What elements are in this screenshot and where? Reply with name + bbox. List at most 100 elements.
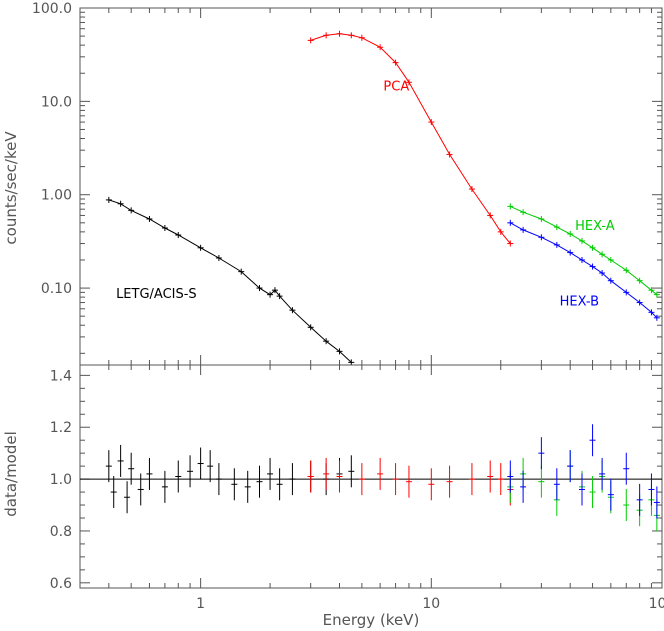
letg-acis-s-data-point xyxy=(197,244,204,251)
hex-a-data-point xyxy=(520,209,527,216)
x-tick-label: 1 xyxy=(196,596,205,612)
pca-ratio-point xyxy=(323,457,330,490)
spectrum-panel: 100.0 10.0 1.00 0.10 LETG/ACIS-S PCA HEX-A HEX-… xyxy=(32,1,663,366)
hex-b-ratio-point xyxy=(648,473,655,506)
pca-ratio-point xyxy=(307,460,314,493)
pca-ratio-point xyxy=(392,463,399,496)
pca-ratio-point xyxy=(405,465,412,498)
pca-data-point xyxy=(446,151,453,158)
y-tick-label: 1.00 xyxy=(41,188,72,204)
hex-a-data-point xyxy=(623,267,630,274)
letg-acis-s-ratio-point xyxy=(146,457,153,490)
hex-a-data-point xyxy=(579,237,585,244)
hex-b-data-point xyxy=(553,241,560,248)
hex-a-ratio-point xyxy=(538,465,545,498)
pca-ratio-point xyxy=(468,463,475,496)
hex-b-data-point xyxy=(648,309,655,316)
hex-a-ratio-point xyxy=(589,476,596,509)
letg-acis-s-ratio-point xyxy=(256,465,263,498)
hex-b-data-point xyxy=(538,234,545,241)
pca-ratio-point xyxy=(377,457,384,490)
ratio-panel: 1 10 100 0.6 0.8 1.0 1.2 1.4 xyxy=(50,364,664,612)
hex-b-ratio-point xyxy=(599,457,606,490)
letg-acis-s-data-point xyxy=(215,254,222,261)
letg-acis-s-ratio-point xyxy=(289,463,296,496)
letg-acis-s-model-line xyxy=(108,199,352,363)
pca-data-point xyxy=(507,240,514,247)
pca-data-point xyxy=(358,34,365,41)
hex-b-ratio-point xyxy=(538,437,545,470)
hex-a-data-point xyxy=(567,230,574,237)
hex-b-ratio-point xyxy=(636,483,643,516)
y-tick-label: 100.0 xyxy=(32,1,72,17)
hex-b-data-point xyxy=(520,226,527,233)
hex-b-data-point xyxy=(653,314,660,321)
pca-ratio-point xyxy=(487,460,494,493)
hex-b-ratio-point xyxy=(553,468,560,501)
pca-data-point xyxy=(468,186,475,193)
hex-a-series-label: HEX-A xyxy=(575,219,615,234)
pca-data-point xyxy=(487,212,494,219)
letg-acis-s-data-point xyxy=(175,232,182,239)
x-tick-label: 100 xyxy=(649,596,664,612)
letg-acis-s-data-point xyxy=(238,268,245,275)
hex-a-data-point xyxy=(589,244,596,251)
y-tick-label: 0.6 xyxy=(50,576,72,592)
pca-series-label: PCA xyxy=(383,80,409,95)
ratio-y-axis-title: data/model xyxy=(2,431,20,517)
hex-b-data-point xyxy=(623,289,630,296)
x-tick-label: 10 xyxy=(422,596,440,612)
letg-acis-s-ratio-point xyxy=(117,444,124,477)
hex-b-ratio-point xyxy=(653,486,660,519)
pca-data-point xyxy=(377,44,384,51)
letg-acis-s-ratio-point xyxy=(244,470,251,503)
letg-acis-s-data-point xyxy=(146,215,153,222)
hex-a-data-point xyxy=(653,291,660,298)
hex-b-data-point xyxy=(636,299,643,306)
letg-acis-s-ratio-point xyxy=(161,470,168,503)
hex-b-data-point xyxy=(607,277,614,284)
pca-data-point xyxy=(323,32,330,39)
spectrum-y-axis-title: counts/sec/keV xyxy=(2,131,20,245)
letg-acis-s-ratio-point xyxy=(124,481,131,514)
pca-data-point xyxy=(497,228,504,235)
letg-acis-s-data-point xyxy=(271,287,278,294)
letg-acis-s-ratio-point xyxy=(207,450,214,483)
pca-model-line xyxy=(310,33,511,244)
pca-ratio-point xyxy=(428,468,435,501)
pca-ratio-point xyxy=(336,460,343,493)
letg-acis-s-ratio-point xyxy=(105,450,112,483)
ratio-frame xyxy=(79,364,663,589)
letg-acis-s-data-point xyxy=(276,293,283,300)
letg-acis-s-ratio-point xyxy=(175,460,182,493)
hex-a-data-point xyxy=(553,224,560,231)
hex-b-ratio-point xyxy=(579,473,585,506)
y-tick-label: 10.0 xyxy=(41,94,72,110)
hex-b-ratio-point xyxy=(589,424,596,457)
pca-data-point xyxy=(428,119,435,126)
letg-acis-s-data-point xyxy=(289,307,296,314)
hex-a-data-point xyxy=(599,251,606,258)
hex-b-ratio-point xyxy=(507,460,514,493)
letg-acis-s-data-point xyxy=(161,225,168,232)
hex-b-data-point xyxy=(579,256,585,263)
pca-ratio-point xyxy=(446,465,453,498)
letg-acis-s-data-point xyxy=(336,348,343,355)
letg-acis-s-ratio-point xyxy=(348,455,355,488)
hex-a-data-point xyxy=(507,203,514,210)
letg-acis-s-data-point xyxy=(267,291,274,298)
hex-b-data-point xyxy=(599,270,606,277)
hex-b-data-point xyxy=(567,249,574,256)
letg-acis-s-data-point xyxy=(323,338,330,345)
hex-a-ratio-point xyxy=(623,489,630,522)
letg-acis-s-data-point xyxy=(117,200,124,207)
pca-data-point xyxy=(392,59,399,66)
pca-ratio-point xyxy=(358,463,365,496)
letg-acis-s-ratio-point xyxy=(267,457,274,490)
y-tick-label: 1.2 xyxy=(50,420,72,436)
hex-b-data-point xyxy=(589,263,596,270)
pca-data-point xyxy=(348,32,355,39)
x-axis-title: Energy (keV) xyxy=(323,611,420,629)
hex-a-data-point xyxy=(648,287,655,294)
